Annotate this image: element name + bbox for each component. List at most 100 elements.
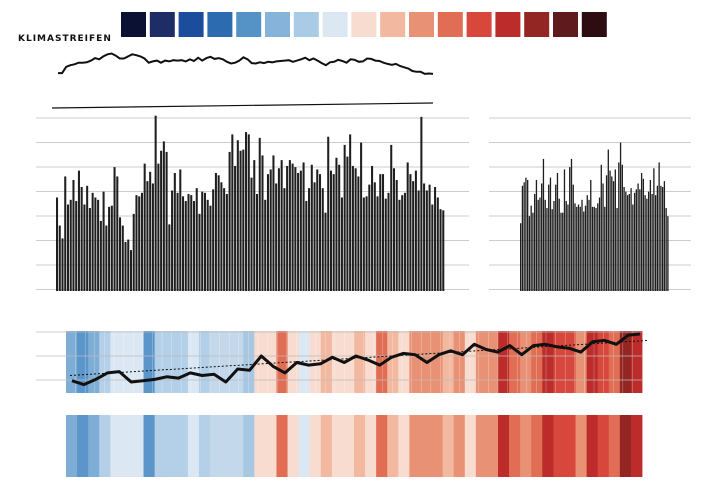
bar-left [132, 213, 135, 291]
bar-right [527, 179, 529, 291]
bar-right [520, 223, 522, 291]
stripe-lower [442, 415, 455, 477]
bar-left [365, 196, 368, 291]
bar-left [277, 168, 280, 291]
stripe-upper [232, 331, 244, 393]
bar-left [173, 172, 176, 291]
bar-left [99, 220, 102, 292]
bar-left [431, 204, 434, 291]
stripe-upper [132, 331, 144, 393]
stripe-lower [354, 415, 366, 477]
bar-right [602, 183, 604, 291]
bar-right [593, 206, 595, 291]
stripe-upper [409, 331, 421, 393]
bar-right [565, 201, 567, 291]
stripe-upper [431, 331, 444, 393]
bar-left [310, 164, 313, 291]
stripe-lower [586, 415, 599, 477]
bar-left [291, 163, 294, 291]
bar-left [138, 196, 141, 291]
bar-left [381, 174, 385, 292]
bar-right [577, 204, 580, 291]
bar-right [539, 197, 541, 291]
bar-right [661, 186, 664, 291]
bar-left [113, 167, 116, 291]
stripe-lower [320, 415, 333, 477]
bar-left [151, 183, 154, 291]
top-line-series [58, 52, 434, 75]
bar-left [258, 137, 261, 291]
bar-left [129, 250, 133, 291]
bar-right [663, 181, 666, 291]
legend-swatch [236, 12, 262, 37]
stripe-lower [619, 415, 632, 477]
legend-swatch [149, 12, 175, 37]
stripe-lower [387, 415, 399, 477]
stripe-upper [475, 331, 488, 393]
top-line-baseline [51, 102, 434, 109]
bar-left [58, 225, 61, 291]
stripe-lower [66, 415, 78, 477]
stripe-lower [520, 415, 532, 477]
bar-right [598, 197, 601, 291]
bar-left [255, 193, 259, 291]
bar-left [340, 197, 343, 291]
bar-right [660, 185, 662, 291]
bar-left [343, 144, 346, 291]
stripe-lower [287, 415, 300, 477]
bar-left [192, 201, 196, 291]
stripe-lower [243, 415, 255, 477]
bar-left [280, 160, 283, 291]
bar-right [528, 216, 531, 291]
bar-left [217, 175, 220, 291]
stripe-upper [276, 331, 288, 393]
bar-left [160, 150, 163, 291]
stripe-lower [464, 415, 477, 477]
bar-left [86, 185, 89, 291]
legend-swatch [322, 12, 348, 37]
bar-right [581, 199, 583, 291]
bar-right [534, 193, 536, 291]
bar-left [275, 183, 278, 291]
bar-left [286, 165, 289, 291]
stripe-lower [342, 415, 355, 477]
bar-left [266, 174, 269, 292]
bar-left [171, 190, 174, 291]
bar-left [75, 201, 78, 291]
bar-left [198, 213, 201, 291]
stripe-lower [154, 415, 167, 477]
stripe-upper [243, 331, 255, 393]
bar-left [149, 171, 152, 291]
bar-right [612, 181, 615, 291]
bar-left [220, 182, 223, 291]
stripe-lower [143, 415, 156, 477]
stripe-upper [575, 331, 588, 393]
bar-left [91, 192, 94, 291]
stripe-lower [376, 415, 388, 477]
stripe-upper [564, 331, 576, 393]
stripe-lower [165, 415, 178, 477]
stripe-upper [88, 331, 100, 393]
bar-left [168, 224, 171, 291]
bar-left [225, 193, 228, 291]
bar-left [395, 179, 398, 291]
stripe-lower [88, 415, 100, 477]
bar-left [288, 160, 291, 291]
stripe-lower [198, 415, 211, 477]
stripe-lower [542, 415, 554, 477]
bar-left [83, 204, 86, 291]
bar-right [623, 186, 625, 291]
legend-swatch [121, 12, 146, 37]
stripe-upper [331, 331, 344, 393]
stripe-lower [254, 415, 266, 477]
bar-left [143, 163, 146, 291]
bar-right [649, 179, 652, 291]
bar-left [346, 156, 349, 291]
bar-left [442, 210, 445, 291]
stripe-lower [110, 415, 122, 477]
bar-right [542, 158, 545, 291]
bar-right [605, 175, 608, 291]
bar-left [425, 190, 428, 291]
bar-left [102, 191, 105, 291]
bar-left [236, 140, 239, 291]
